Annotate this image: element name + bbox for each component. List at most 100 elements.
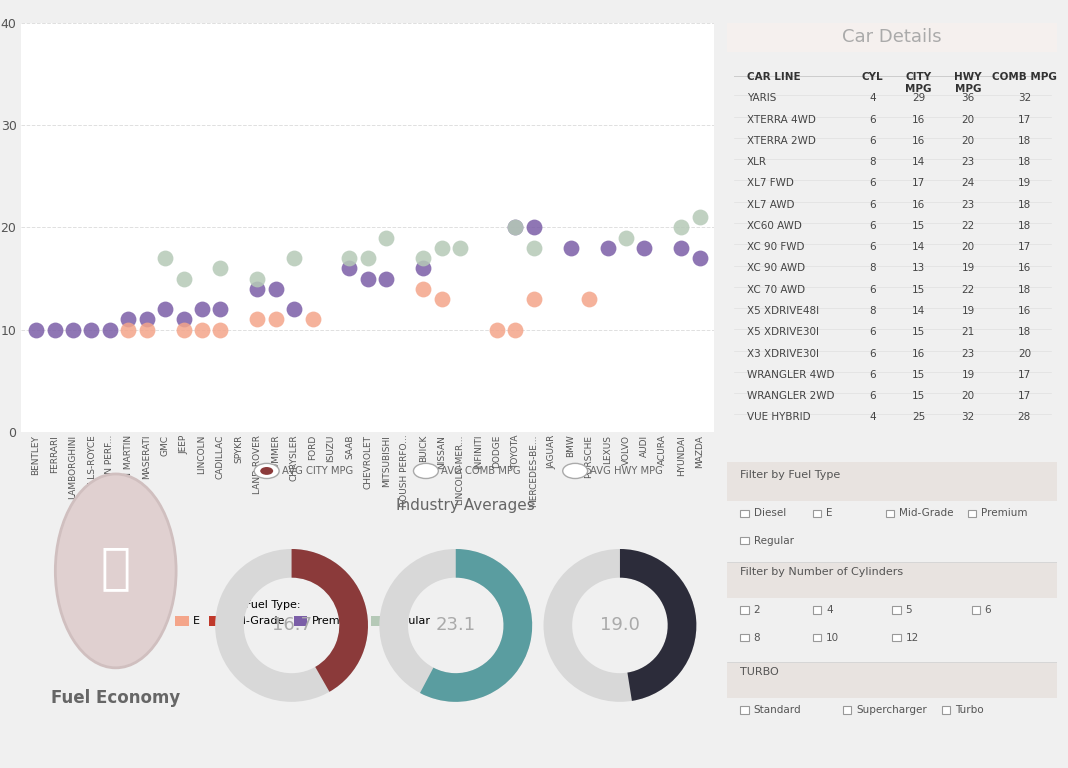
Point [175, 313, 192, 326]
Text: ⛽: ⛽ [100, 544, 130, 592]
Point [249, 283, 266, 295]
Text: 16: 16 [1018, 306, 1031, 316]
Text: 6: 6 [869, 391, 876, 401]
FancyBboxPatch shape [740, 509, 749, 517]
Text: Filter by Number of Cylinders: Filter by Number of Cylinders [740, 568, 904, 578]
Text: 16: 16 [912, 349, 925, 359]
Text: 14: 14 [912, 306, 925, 316]
Point [285, 252, 302, 264]
Point [488, 323, 505, 336]
Text: 16: 16 [912, 200, 925, 210]
Text: 18: 18 [1018, 157, 1031, 167]
Text: 23: 23 [961, 200, 975, 210]
Text: 18: 18 [1018, 221, 1031, 231]
Text: TURBO: TURBO [740, 667, 780, 677]
Point [120, 313, 137, 326]
Text: 15: 15 [912, 327, 925, 337]
Text: XC60 AWD: XC60 AWD [748, 221, 802, 231]
Text: 15: 15 [912, 391, 925, 401]
Text: XLR: XLR [748, 157, 767, 167]
Text: Fuel Economy: Fuel Economy [51, 689, 180, 707]
Text: 23: 23 [961, 349, 975, 359]
Text: 21: 21 [961, 327, 975, 337]
Text: Mid-Grade: Mid-Grade [899, 508, 954, 518]
Text: 20: 20 [961, 114, 975, 124]
Point [304, 313, 321, 326]
Text: 28: 28 [1018, 412, 1031, 422]
Point [359, 252, 376, 264]
Point [138, 313, 155, 326]
Text: AVG HWY MPG: AVG HWY MPG [591, 466, 663, 476]
FancyBboxPatch shape [885, 509, 894, 517]
Text: XTERRA 2WD: XTERRA 2WD [748, 136, 816, 146]
Text: 6: 6 [869, 370, 876, 380]
Point [635, 242, 653, 254]
FancyBboxPatch shape [813, 634, 821, 641]
Text: 15: 15 [912, 370, 925, 380]
FancyBboxPatch shape [813, 607, 821, 614]
Text: XC 90 FWD: XC 90 FWD [748, 242, 804, 252]
Point [507, 221, 524, 233]
Point [157, 303, 174, 316]
Text: 29: 29 [912, 94, 925, 104]
Text: 4: 4 [869, 412, 876, 422]
Text: Diesel: Diesel [754, 508, 786, 518]
Text: 8: 8 [754, 633, 760, 643]
Text: Turbo: Turbo [955, 705, 984, 715]
Text: 4: 4 [827, 605, 833, 615]
FancyBboxPatch shape [892, 634, 900, 641]
Text: Regular: Regular [754, 535, 794, 545]
Point [285, 303, 302, 316]
Text: Supercharger: Supercharger [855, 705, 927, 715]
Text: 6: 6 [869, 349, 876, 359]
Text: 24: 24 [961, 178, 975, 188]
Circle shape [413, 463, 438, 478]
Text: 19: 19 [961, 370, 975, 380]
Text: Standard: Standard [754, 705, 801, 715]
Text: 6: 6 [869, 221, 876, 231]
Text: 20: 20 [961, 136, 975, 146]
Text: 17: 17 [1018, 370, 1031, 380]
FancyBboxPatch shape [740, 634, 749, 641]
FancyBboxPatch shape [843, 707, 851, 714]
Point [581, 293, 598, 305]
Point [507, 221, 524, 233]
Text: VUE HYBRID: VUE HYBRID [748, 412, 811, 422]
Text: 14: 14 [912, 157, 925, 167]
Text: 18: 18 [1018, 285, 1031, 295]
Text: 15: 15 [912, 221, 925, 231]
Point [46, 323, 63, 336]
Text: 8: 8 [869, 157, 876, 167]
Text: XC 90 AWD: XC 90 AWD [748, 263, 805, 273]
Point [157, 252, 174, 264]
Point [211, 303, 229, 316]
FancyBboxPatch shape [813, 509, 821, 517]
Text: 6: 6 [869, 242, 876, 252]
Text: 22: 22 [961, 285, 975, 295]
Point [341, 252, 358, 264]
Point [691, 211, 708, 223]
Text: 6: 6 [869, 327, 876, 337]
Point [414, 283, 431, 295]
Text: E: E [827, 508, 833, 518]
Text: XC 70 AWD: XC 70 AWD [748, 285, 805, 295]
Text: WRANGLER 4WD: WRANGLER 4WD [748, 370, 834, 380]
Point [673, 242, 690, 254]
FancyBboxPatch shape [727, 664, 1057, 698]
FancyBboxPatch shape [892, 607, 900, 614]
Text: 10: 10 [827, 633, 839, 643]
Point [267, 283, 284, 295]
Point [617, 232, 634, 244]
FancyBboxPatch shape [740, 607, 749, 614]
Point [138, 323, 155, 336]
Point [414, 252, 431, 264]
Point [525, 293, 543, 305]
Text: Industry Averages: Industry Averages [396, 498, 535, 513]
Point [434, 293, 451, 305]
Text: 6: 6 [869, 285, 876, 295]
Text: 6: 6 [869, 136, 876, 146]
Point [562, 242, 579, 254]
Circle shape [261, 467, 273, 475]
Text: 36: 36 [961, 94, 975, 104]
Point [193, 303, 210, 316]
